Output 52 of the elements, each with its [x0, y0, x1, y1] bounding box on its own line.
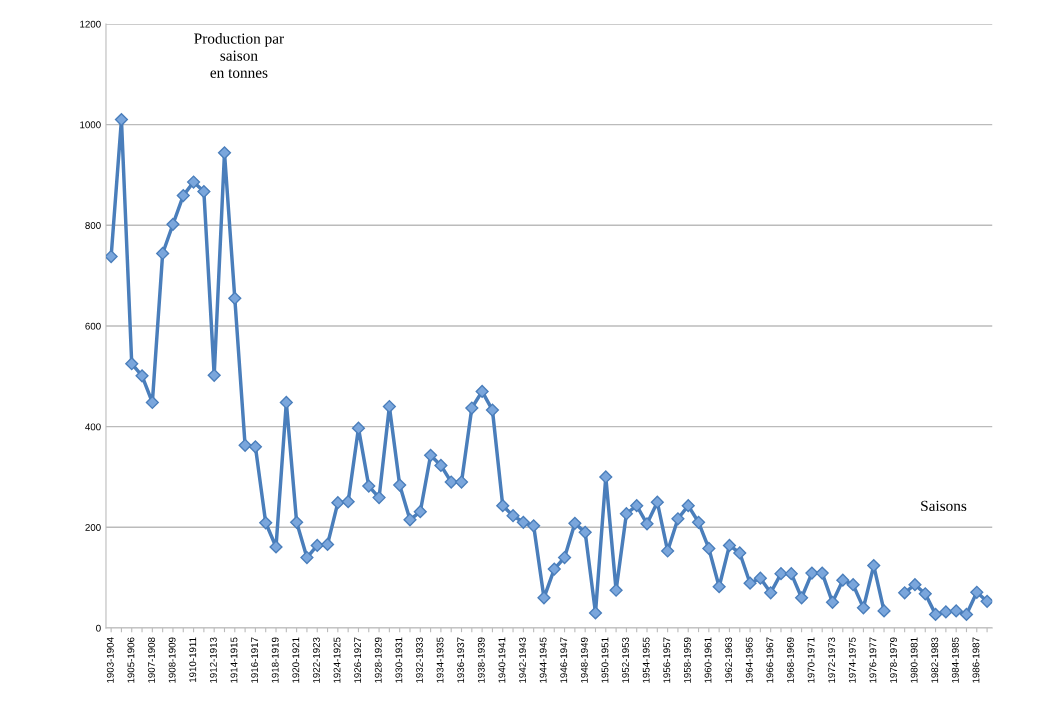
y-tick-label: 1200	[80, 20, 101, 28]
x-tick-label: 1903-1904	[106, 637, 114, 683]
x-tick-label: 1932-1933	[416, 637, 423, 683]
x-tick-label: 1950-1951	[601, 637, 609, 683]
x-tick-label: 1944-1945	[539, 637, 547, 683]
x-tick-label: 1972-1973	[828, 637, 836, 683]
x-tick-label: 1914-1915	[230, 637, 238, 683]
x-tick-label: 1946-1947	[560, 637, 568, 683]
x-tick-label: 1918-1919	[271, 637, 279, 683]
x-tick-label: 1928-1929	[374, 637, 382, 683]
x-tick-label: 1970-1971	[807, 637, 815, 683]
x-tick-label: 1986-1987	[972, 637, 980, 683]
x-tick-label: 1976-1977	[869, 637, 877, 683]
x-tick-label: 1910-1911	[189, 637, 197, 683]
x-tick-label: 1907-1908	[148, 637, 155, 683]
x-tick-label: 1960-1961	[704, 637, 712, 683]
x-tick-label: 1942-1943	[519, 637, 526, 683]
x-tick-label: 1974-1975	[848, 637, 856, 683]
x-tick-label: 1962-1963	[725, 637, 733, 683]
x-tick-label: 1936-1937	[457, 637, 465, 683]
x-tick-label: 1912-1913	[209, 637, 217, 683]
x-tick-label: 1980-1981	[910, 637, 918, 683]
x-tick-label: 1934-1935	[436, 637, 444, 683]
x-tick-label: 1905-1906	[127, 637, 135, 683]
x-tick-label: 1948-1949	[580, 637, 588, 683]
x-tick-label: 1982-1983	[931, 637, 939, 683]
x-tick-label: 1920-1921	[292, 637, 300, 683]
x-tick-label: 1958-1959	[683, 637, 691, 683]
x-tick-label: 1954-1955	[642, 637, 650, 683]
y-tick-label: 600	[85, 322, 101, 330]
x-tick-label: 1978-1979	[890, 637, 897, 683]
x-tick-label: 1926-1927	[354, 637, 362, 683]
x-tick-label: 1966-1967	[766, 637, 774, 683]
y-tick-label: 0	[96, 624, 101, 632]
x-tick-label: 1930-1931	[395, 637, 403, 683]
x-tick-label: 1964-1965	[745, 637, 753, 683]
x-tick-label: 1908-1909	[168, 637, 176, 683]
y-tick-label: 400	[85, 423, 101, 431]
y-tick-label: 800	[85, 222, 101, 229]
x-tick-label: 1968-1969	[787, 637, 794, 683]
x-tick-label: 1916-1917	[251, 637, 259, 683]
x-tick-label: 1924-1925	[333, 637, 341, 683]
x-tick-label: 1922-1923	[312, 637, 320, 683]
annotation: Saisons	[921, 500, 967, 512]
x-tick-label: 1952-1953	[622, 637, 630, 683]
x-tick-label: 1984-1985	[951, 637, 959, 683]
y-tick-label: 200	[85, 524, 101, 531]
x-tick-label: 1940-1941	[498, 637, 506, 683]
x-tick-label: 1938-1939	[477, 637, 485, 683]
y-tick-label: 1000	[80, 121, 101, 129]
x-tick-label: 1956-1957	[663, 637, 671, 683]
annotation: Production par saison en tonnes	[194, 33, 284, 78]
